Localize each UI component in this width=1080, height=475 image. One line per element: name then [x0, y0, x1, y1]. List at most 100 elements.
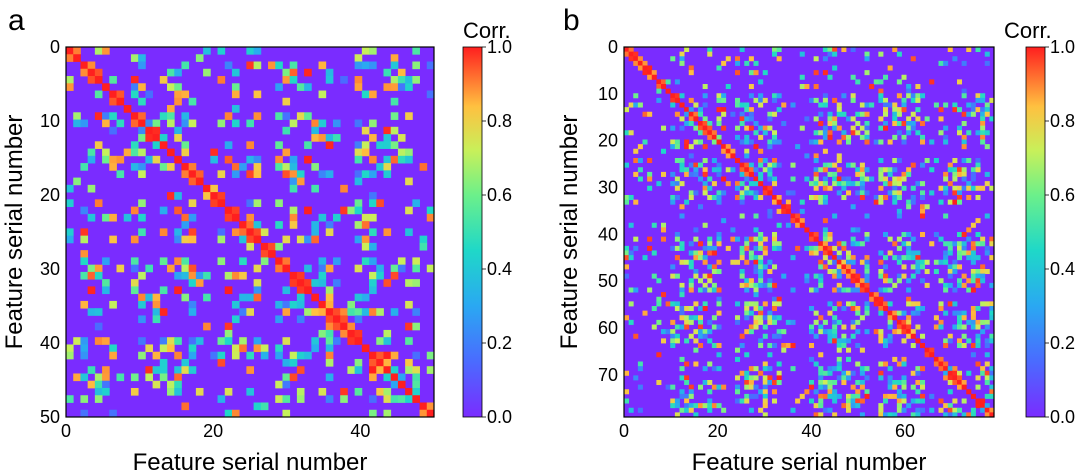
- heatmap-a-cell: [311, 293, 319, 302]
- heatmap-b-cell: [772, 389, 778, 395]
- heatmap-b-cell: [637, 102, 643, 108]
- heatmap-b-cell: [855, 398, 861, 404]
- heatmap-b-cell: [716, 384, 722, 390]
- heatmap-b-cell: [725, 56, 731, 62]
- heatmap-a-cell: [390, 271, 399, 280]
- heatmap-b-cell: [753, 60, 759, 66]
- heatmap-b-cell: [864, 375, 870, 381]
- heatmap-a-cell: [376, 308, 384, 316]
- heatmap-a-cell: [130, 112, 139, 120]
- heatmap-b-cell: [984, 412, 990, 418]
- heatmap-b-cell: [739, 121, 745, 127]
- heatmap-b-cell: [836, 273, 842, 279]
- heatmap-b-cell: [832, 338, 838, 344]
- heatmap-b-cell: [790, 213, 796, 219]
- heatmap-b-cell: [702, 245, 708, 251]
- heatmap-a-cell: [311, 184, 319, 193]
- heatmap-b-cell: [679, 158, 685, 164]
- heatmap-a-cell: [340, 329, 348, 338]
- heatmap-a-cell: [369, 395, 377, 403]
- heatmap-b-cell: [772, 296, 778, 302]
- heatmap-b-cell: [739, 102, 745, 108]
- heatmap-b-cell: [818, 111, 824, 117]
- heatmap-b-cell: [841, 134, 847, 140]
- x-tick-label: 60: [895, 421, 915, 441]
- heatmap-b-cell: [693, 315, 699, 321]
- heatmap-b-cell: [776, 245, 782, 251]
- heatmap-a-cell: [354, 366, 363, 374]
- heatmap-a-cell: [174, 366, 182, 374]
- heatmap-a-cell: [296, 271, 305, 280]
- heatmap-b-cell: [850, 74, 856, 80]
- heatmap-b-cell: [892, 384, 898, 390]
- heatmap-a-cell: [167, 68, 175, 77]
- heatmap-b-cell: [836, 347, 842, 353]
- heatmap-a-cell: [347, 322, 356, 331]
- heatmap-a-cell: [311, 221, 319, 229]
- heatmap-b-cell: [730, 236, 736, 242]
- heatmap-b-cell: [753, 190, 759, 196]
- heatmap-b-cell: [864, 366, 870, 372]
- heatmap-b-cell: [892, 195, 898, 201]
- heatmap-b-cell: [818, 282, 824, 288]
- heatmap-b-cell: [966, 195, 972, 201]
- heatmap-a-cell: [412, 380, 420, 389]
- heatmap-b-cell: [873, 296, 879, 302]
- heatmap-b-cell: [827, 259, 833, 265]
- heatmap-b-cell: [744, 171, 750, 177]
- heatmap-b-cell: [716, 259, 722, 265]
- heatmap-b-cell: [989, 412, 995, 418]
- heatmap-b-cell: [980, 264, 986, 270]
- heatmap-b-cell: [952, 380, 958, 386]
- heatmap-a-cell: [174, 373, 182, 382]
- heatmap-a-cell: [203, 293, 211, 302]
- heatmap-b-cell: [947, 366, 953, 372]
- heatmap-b-cell: [859, 347, 865, 353]
- heatmap-a-cell: [102, 119, 110, 128]
- heatmap-b-cell: [970, 241, 976, 247]
- heatmap-a-cell: [412, 47, 420, 55]
- heatmap-b-cell: [716, 195, 722, 201]
- heatmap-b-cell: [859, 134, 865, 140]
- heatmap-b-cell: [836, 269, 842, 275]
- heatmap-b-cell: [624, 107, 630, 113]
- heatmap-a-cell: [376, 199, 384, 207]
- heatmap-b-cell: [758, 338, 764, 344]
- heatmap-b-cell: [920, 181, 926, 187]
- heatmap-b-cell: [859, 195, 865, 201]
- heatmap-b-cell: [822, 255, 828, 261]
- heatmap-b-cell: [818, 352, 824, 358]
- heatmap-b-cell: [878, 310, 884, 316]
- heatmap-b-cell: [647, 185, 653, 191]
- heatmap-a-cell: [390, 61, 399, 70]
- heatmap-a-cell: [159, 337, 168, 345]
- heatmap-a-cell: [138, 271, 146, 280]
- heatmap-b-cell: [813, 70, 819, 76]
- heatmap-a-cell: [304, 351, 312, 360]
- heatmap-b-cell: [827, 121, 833, 127]
- heatmap-a-cell: [340, 76, 348, 84]
- heatmap-b-cell: [910, 301, 916, 307]
- heatmap-a-cell: [289, 206, 298, 215]
- heatmap-b-cell: [679, 292, 685, 298]
- heatmap-b-cell: [841, 324, 847, 330]
- heatmap-b-cell: [878, 125, 884, 131]
- heatmap-b-cell: [744, 278, 750, 284]
- colorbar-tick-label: 0.0: [487, 407, 512, 427]
- heatmap-b-cell: [910, 125, 916, 131]
- heatmap-b-cell: [952, 259, 958, 265]
- heatmap-b-cell: [975, 398, 981, 404]
- heatmap-b-cell: [721, 97, 727, 103]
- heatmap-b-cell: [651, 250, 657, 256]
- heatmap-b-cell: [961, 171, 967, 177]
- heatmap-b-cell: [674, 338, 680, 344]
- heatmap-b-cell: [864, 236, 870, 242]
- heatmap-b-cell: [975, 333, 981, 339]
- heatmap-b-cell: [827, 51, 833, 57]
- heatmap-b-cell: [901, 393, 907, 399]
- heatmap-b-cell: [735, 181, 741, 187]
- heatmap-a-cell: [188, 119, 197, 128]
- heatmap-b-cell: [947, 412, 953, 418]
- heatmap-a-cell: [145, 344, 153, 353]
